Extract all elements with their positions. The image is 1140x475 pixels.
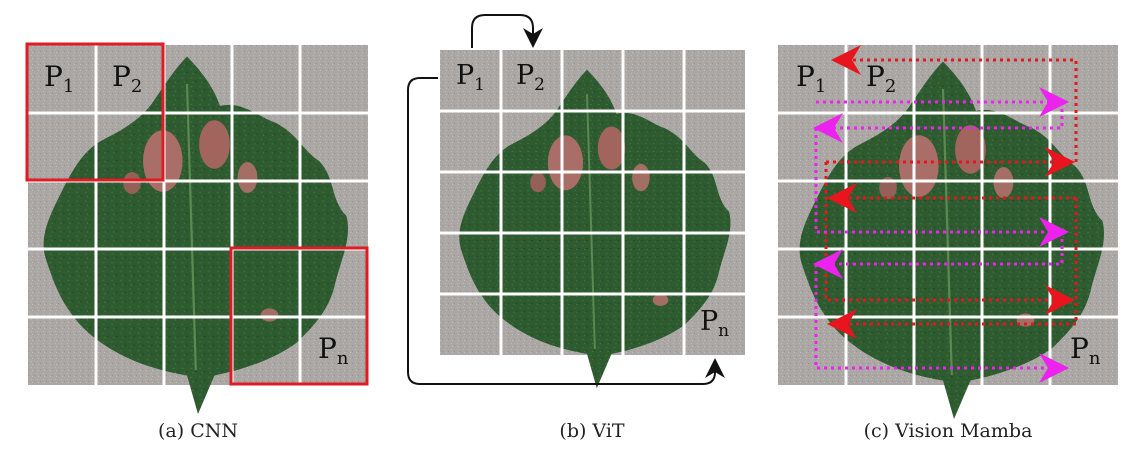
caption-cnn: (a) CNN <box>158 420 238 442</box>
cnn-receptive-field-bottom <box>229 246 369 386</box>
panel-cnn: P1 P2 Pn <box>25 42 369 416</box>
vit-grid <box>440 50 745 355</box>
mamba-scan-magenta <box>813 87 1069 383</box>
vit-label-p1: P1 <box>456 60 485 95</box>
caption-vit: (b) ViT <box>559 420 625 442</box>
vit-label-pn: Pn <box>700 306 729 341</box>
mamba-scan-red <box>824 45 1078 339</box>
cnn-label-pn: Pn <box>318 332 349 369</box>
mamba-label-pn: Pn <box>1070 332 1101 369</box>
vit-label-p2: P2 <box>516 60 545 95</box>
mamba-label-p1: P1 <box>796 60 826 97</box>
mamba-label-p2: P2 <box>866 60 896 97</box>
cnn-label-p2: P2 <box>112 60 142 97</box>
cnn-receptive-field-top <box>25 42 165 182</box>
caption-mamba: (c) Vision Mamba <box>863 420 1033 442</box>
panel-vit: P1 P2 Pn <box>407 14 745 390</box>
vit-arrow-p1-to-p2 <box>471 14 543 48</box>
panel-mamba: P1 P2 Pn <box>778 45 1118 421</box>
vit-arrow-p1-to-pn <box>407 77 725 385</box>
cnn-label-p1: P1 <box>44 60 74 97</box>
